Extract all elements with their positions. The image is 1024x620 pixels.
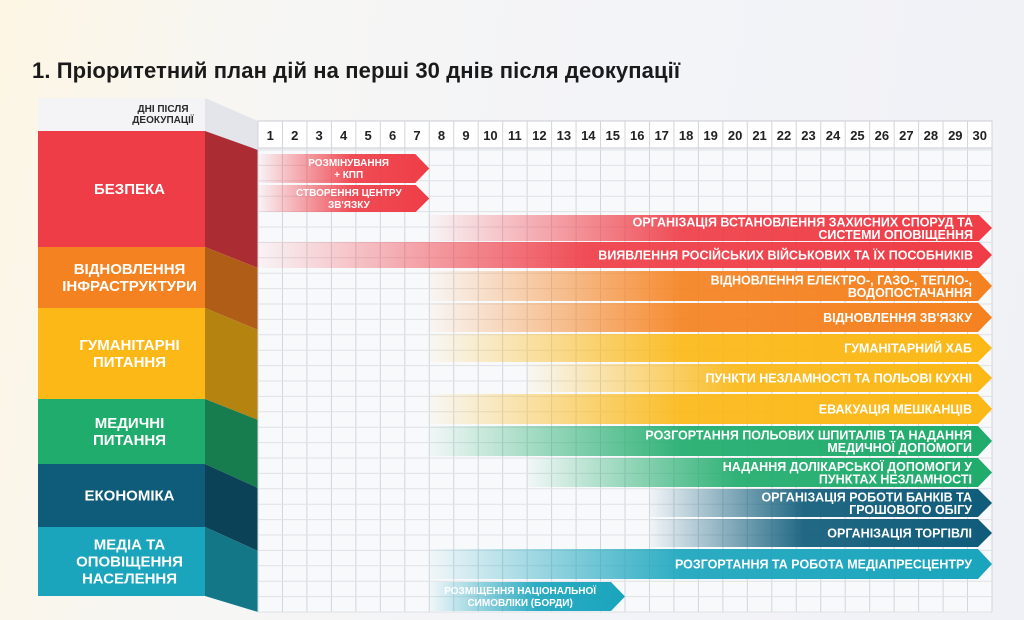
task-bar — [258, 154, 430, 183]
day-number: 22 — [777, 128, 791, 143]
task-label: ВІДНОВЛЕННЯ ЕЛЕКТРО-, ГАЗО-, ТЕПЛО-, ВОДО… — [711, 273, 972, 300]
task-label: РОЗМІЩЕННЯ НАЦІОНАЛЬНОЇ СИМОВЛІКИ (БОРДИ) — [444, 584, 596, 609]
day-number: 6 — [389, 128, 396, 143]
day-number: 21 — [752, 128, 766, 143]
task-label: ПУНКТИ НЕЗЛАМНОСТІ ТА ПОЛЬОВІ КУХНІ — [705, 372, 972, 386]
task-label: ОРГАНІЗАЦІЯ РОБОТИ БАНКІВ ТА ГРОШОВОГО ОБ… — [761, 490, 972, 517]
task-bar — [429, 215, 992, 241]
task-label: ОРГАНІЗАЦІЯ ТОРГІВЛІ — [827, 527, 972, 541]
day-number: 30 — [973, 128, 987, 143]
task-bar — [429, 303, 992, 332]
task-bar — [649, 519, 992, 547]
category-block — [38, 527, 205, 596]
category-label: БЕЗПЕКА — [94, 181, 165, 198]
category-side-face — [205, 131, 258, 268]
category-block — [38, 464, 205, 527]
day-number: 4 — [340, 128, 348, 143]
day-number: 13 — [557, 128, 571, 143]
category-side-face — [205, 527, 258, 612]
day-number: 24 — [826, 128, 841, 143]
category-label: ВІДНОВЛЕННЯ ІНФРАСТРУКТУРИ — [62, 261, 197, 295]
day-number: 12 — [532, 128, 546, 143]
task-label: ВИЯВЛЕННЯ РОСІЙСЬКИХ ВІЙСЬКОВИХ ТА ЇХ ПО… — [598, 248, 973, 263]
day-number: 7 — [413, 128, 420, 143]
category-side-face — [205, 247, 258, 330]
task-bar — [429, 394, 992, 424]
day-number: 25 — [850, 128, 864, 143]
task-bar — [429, 582, 625, 611]
category-block — [38, 247, 205, 308]
day-number: 15 — [606, 128, 620, 143]
task-label: ОРГАНІЗАЦІЯ ВСТАНОВЛЕННЯ ЗАХИСНИХ СПОРУД… — [633, 215, 973, 242]
category-label: ГУМАНІТАРНІ ПИТАННЯ — [79, 337, 179, 371]
day-number: 27 — [899, 128, 913, 143]
task-bar — [649, 489, 992, 517]
page-title: 1. Пріоритетний план дій на перші 30 дні… — [32, 58, 681, 83]
task-label: РОЗМІНУВАННЯ + КПП — [308, 158, 389, 181]
task-bar — [429, 334, 992, 362]
day-number: 11 — [508, 128, 522, 143]
day-number: 28 — [924, 128, 938, 143]
day-number: 10 — [483, 128, 497, 143]
day-number: 14 — [581, 128, 596, 143]
day-number: 20 — [728, 128, 742, 143]
task-bar — [527, 458, 992, 487]
day-number: 9 — [462, 128, 469, 143]
task-label: РОЗГОРТАННЯ ТА РОБОТА МЕДІАПРЕСЦЕНТРУ — [675, 558, 972, 572]
day-number: 16 — [630, 128, 644, 143]
task-label: СТВОРЕННЯ ЦЕНТРУ ЗВ'ЯЗКУ — [296, 188, 402, 211]
day-number: 8 — [438, 128, 445, 143]
task-label: ЕВАКУАЦІЯ МЕШКАНЦІВ — [819, 403, 972, 417]
task-label: ВІДНОВЛЕННЯ ЗВ'ЯЗКУ — [823, 311, 972, 325]
day-number: 3 — [316, 128, 323, 143]
category-block — [38, 131, 205, 247]
category-label: МЕДІА ТА ОПОВІЩЕННЯ НАСЕЛЕННЯ — [76, 537, 183, 588]
task-bar — [527, 364, 992, 392]
days-after-label: ДНІ ПІСЛЯ ДЕОКУПАЦІЇ — [132, 104, 194, 126]
category-side-face — [205, 399, 258, 488]
day-number: 1 — [267, 128, 274, 143]
category-side-face — [205, 308, 258, 420]
task-bar — [258, 185, 430, 212]
header-front-face — [38, 98, 205, 131]
day-number: 23 — [801, 128, 815, 143]
task-bar — [429, 426, 992, 456]
task-label: РОЗГОРТАННЯ ПОЛЬОВИХ ШПИТАЛІВ ТА НАДАННЯ… — [645, 428, 972, 455]
category-side-face — [205, 464, 258, 551]
day-number: 26 — [875, 128, 889, 143]
category-label: МЕДИЧНІ ПИТАННЯ — [93, 415, 166, 449]
day-number: 19 — [703, 128, 717, 143]
task-bar — [258, 242, 992, 268]
day-number: 29 — [948, 128, 962, 143]
task-bar — [429, 549, 992, 579]
category-block — [38, 308, 205, 399]
day-number: 17 — [654, 128, 668, 143]
day-number: 5 — [364, 128, 371, 143]
day-number: 18 — [679, 128, 693, 143]
day-number: 2 — [291, 128, 298, 143]
task-label: ГУМАНІТАРНИЙ ХАБ — [844, 341, 972, 356]
category-label: ЕКОНОМІКА — [85, 488, 175, 505]
task-bar — [429, 271, 992, 301]
task-label: НАДАННЯ ДОЛІКАРСЬКОЇ ДОПОМОГИ У ПУНКТАХ Н… — [723, 459, 973, 487]
category-block — [38, 399, 205, 464]
